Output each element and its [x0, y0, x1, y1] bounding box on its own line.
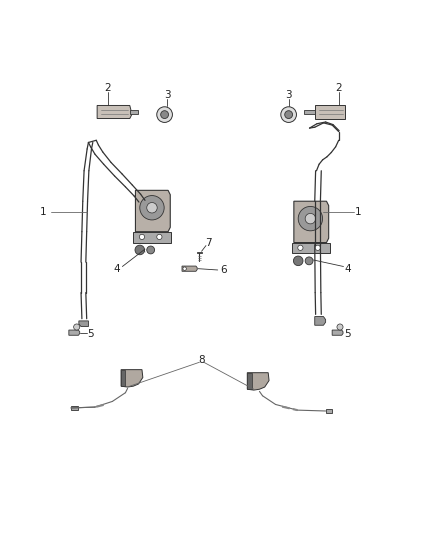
- Text: 5: 5: [344, 329, 351, 339]
- Polygon shape: [182, 266, 197, 271]
- Circle shape: [285, 111, 293, 118]
- Circle shape: [139, 235, 145, 239]
- Polygon shape: [69, 330, 80, 335]
- Text: 8: 8: [198, 355, 205, 365]
- Circle shape: [140, 196, 164, 220]
- Polygon shape: [121, 370, 143, 387]
- Text: 1: 1: [355, 207, 362, 217]
- Polygon shape: [332, 330, 343, 335]
- Circle shape: [298, 245, 303, 251]
- Circle shape: [135, 245, 145, 255]
- Circle shape: [337, 324, 343, 330]
- Polygon shape: [292, 243, 329, 254]
- Text: 4: 4: [344, 264, 351, 273]
- Text: 6: 6: [220, 265, 226, 275]
- Circle shape: [298, 206, 322, 231]
- Polygon shape: [304, 110, 315, 114]
- Circle shape: [147, 246, 155, 254]
- Circle shape: [157, 107, 173, 123]
- Text: 2: 2: [105, 83, 111, 93]
- Circle shape: [293, 256, 303, 265]
- Circle shape: [305, 257, 313, 265]
- Polygon shape: [315, 317, 325, 325]
- Polygon shape: [121, 370, 125, 386]
- Polygon shape: [294, 201, 328, 243]
- Text: 5: 5: [87, 329, 94, 339]
- Circle shape: [74, 324, 80, 330]
- Polygon shape: [247, 373, 252, 389]
- Polygon shape: [135, 190, 170, 232]
- Text: 3: 3: [164, 90, 170, 100]
- Polygon shape: [197, 252, 202, 254]
- Circle shape: [161, 111, 169, 118]
- Polygon shape: [325, 409, 332, 413]
- Circle shape: [157, 235, 162, 239]
- Polygon shape: [71, 406, 78, 410]
- Text: 1: 1: [39, 207, 46, 217]
- Text: 3: 3: [285, 90, 292, 100]
- Polygon shape: [97, 106, 132, 118]
- Text: 7: 7: [205, 238, 212, 247]
- Circle shape: [305, 213, 316, 224]
- Circle shape: [281, 107, 297, 123]
- Polygon shape: [247, 373, 269, 390]
- Text: 4: 4: [113, 264, 120, 273]
- Polygon shape: [79, 321, 88, 327]
- Polygon shape: [130, 110, 138, 114]
- Text: 2: 2: [336, 83, 342, 93]
- Circle shape: [147, 203, 157, 213]
- Polygon shape: [315, 106, 345, 118]
- Circle shape: [183, 267, 186, 270]
- Polygon shape: [133, 232, 171, 243]
- Circle shape: [315, 245, 321, 251]
